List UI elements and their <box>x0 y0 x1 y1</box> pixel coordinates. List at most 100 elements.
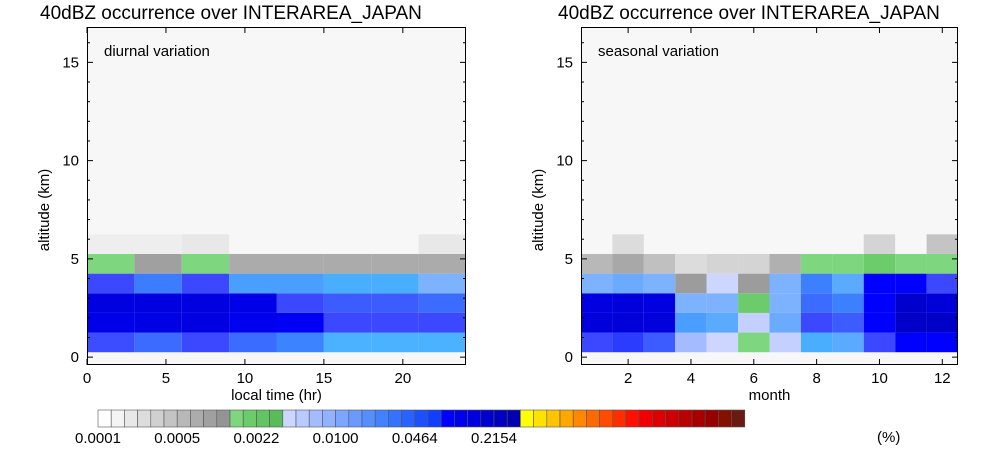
heatmap-cell <box>134 234 182 254</box>
heatmap-cell <box>276 312 324 333</box>
colorbar-swatch <box>414 409 429 428</box>
colorbar-swatch <box>124 409 138 428</box>
x-tick-label: 12 <box>934 370 951 387</box>
heatmap-cell <box>675 253 707 274</box>
heatmap-cell <box>371 273 419 294</box>
colorbar-tick-label: 0.0001 <box>75 430 121 447</box>
heatmap-cell <box>181 332 230 353</box>
colorbar-swatch <box>572 409 587 428</box>
colorbar-swatch <box>242 409 257 428</box>
heatmap-cell <box>926 332 958 353</box>
colorbar-swatch <box>440 409 455 428</box>
colorbar-swatch <box>269 409 284 428</box>
heatmap-cell <box>706 312 739 333</box>
heatmap-cell <box>229 273 277 294</box>
colorbar-swatch <box>546 409 561 428</box>
colorbar-swatch <box>559 409 574 428</box>
x-tick-label: 0 <box>83 370 91 387</box>
heatmap-cell <box>612 293 644 313</box>
colorbar-swatch <box>427 409 442 428</box>
heatmap-cell <box>895 253 927 274</box>
diurnal-x-axis-label: local time (hr) <box>231 387 322 404</box>
colorbar-swatch <box>374 409 389 428</box>
heatmap-cell <box>418 293 466 313</box>
heatmap-cell <box>612 273 644 294</box>
heatmap-cell <box>643 312 676 333</box>
heatmap-cell <box>134 312 182 333</box>
heatmap-cell <box>323 332 372 353</box>
heatmap-cell <box>738 293 770 313</box>
heatmap-cell <box>832 273 864 294</box>
heatmap-cell <box>926 253 958 274</box>
seasonal-y-axis-label: altitude (km) <box>530 169 547 252</box>
colorbar-swatch <box>401 409 416 428</box>
heatmap-cell <box>181 253 230 274</box>
colorbar-swatch <box>480 409 495 428</box>
x-tick-label: 4 <box>687 370 695 387</box>
heatmap-cell <box>895 312 927 333</box>
heatmap-cell <box>800 253 833 274</box>
heatmap-cell <box>418 234 466 254</box>
colorbar: 0.0001 0.0005 0.0022 0.0100 0.0464 0.2154 (%) <box>75 409 900 447</box>
heatmap-cell <box>323 312 372 333</box>
colorbar-tick-label: 0.0005 <box>154 430 200 447</box>
y-tick-label: 10 <box>556 153 573 170</box>
heatmap-cell <box>738 273 770 294</box>
heatmap-cell <box>581 293 613 313</box>
heatmap-cell <box>738 332 770 353</box>
heatmap-cell <box>738 312 770 333</box>
heatmap-cell <box>706 332 739 353</box>
heatmap-cell <box>229 293 277 313</box>
colorbar-swatch <box>348 409 363 428</box>
diurnal-chart-title: 40dBZ occurrence over INTERAREA_JAPAN <box>40 3 422 24</box>
heatmap-cell <box>769 293 801 313</box>
heatmap-cell <box>895 332 927 353</box>
heatmap-cell <box>926 293 958 313</box>
x-tick-label: 15 <box>316 370 333 387</box>
heatmap-cell <box>895 273 927 294</box>
heatmap-cell <box>863 312 896 333</box>
heatmap-cell <box>323 273 372 294</box>
heatmap-cell <box>181 273 230 294</box>
heatmap-cell <box>800 273 833 294</box>
heatmap-cell <box>863 293 896 313</box>
seasonal-axis-ticks: 2 4 6 8 10 12 0 5 10 15 <box>556 27 958 387</box>
heatmap-cell <box>769 312 801 333</box>
x-tick-label: 20 <box>394 370 411 387</box>
heatmap-cell <box>863 253 896 274</box>
heatmap-cell <box>371 312 419 333</box>
heatmap-cell <box>87 253 135 274</box>
colorbar-swatch <box>506 409 521 428</box>
colorbar-swatch <box>110 409 125 428</box>
heatmap-cell <box>276 293 324 313</box>
diurnal-panel: 40dBZ occurrence over INTERAREA_JAPAN 0 5… <box>36 3 466 404</box>
heatmap-cell <box>643 273 676 294</box>
seasonal-panel: 40dBZ occurrence over INTERAREA_JAPAN 2 4… <box>530 3 958 404</box>
heatmap-cell <box>276 253 324 274</box>
heatmap-cell <box>229 312 277 333</box>
heatmap-cell <box>769 332 801 353</box>
x-tick-label: 5 <box>162 370 170 387</box>
colorbar-swatch <box>731 409 746 428</box>
colorbar-swatch <box>229 409 244 428</box>
colorbar-swatch <box>308 409 323 428</box>
colorbar-swatch <box>454 409 468 428</box>
colorbar-swatch <box>282 409 297 428</box>
seasonal-annotation: seasonal variation <box>598 43 719 60</box>
colorbar-swatch <box>203 409 218 428</box>
diurnal-plot-frame <box>87 27 466 365</box>
colorbar-swatch <box>335 409 350 428</box>
colorbar-swatch <box>216 409 231 428</box>
heatmap-cell <box>643 332 676 353</box>
seasonal-plot-frame <box>581 27 958 365</box>
heatmap-cell <box>926 312 958 333</box>
colorbar-swatch <box>638 409 653 428</box>
heatmap-cell <box>863 273 896 294</box>
y-tick-label: 5 <box>565 251 573 268</box>
heatmap-cell <box>612 332 644 353</box>
colorbar-swatch <box>493 409 508 428</box>
x-tick-label: 2 <box>624 370 632 387</box>
x-tick-label: 8 <box>812 370 820 387</box>
heatmap-cell <box>832 312 864 333</box>
diurnal-y-axis-label: altitude (km) <box>36 169 53 252</box>
